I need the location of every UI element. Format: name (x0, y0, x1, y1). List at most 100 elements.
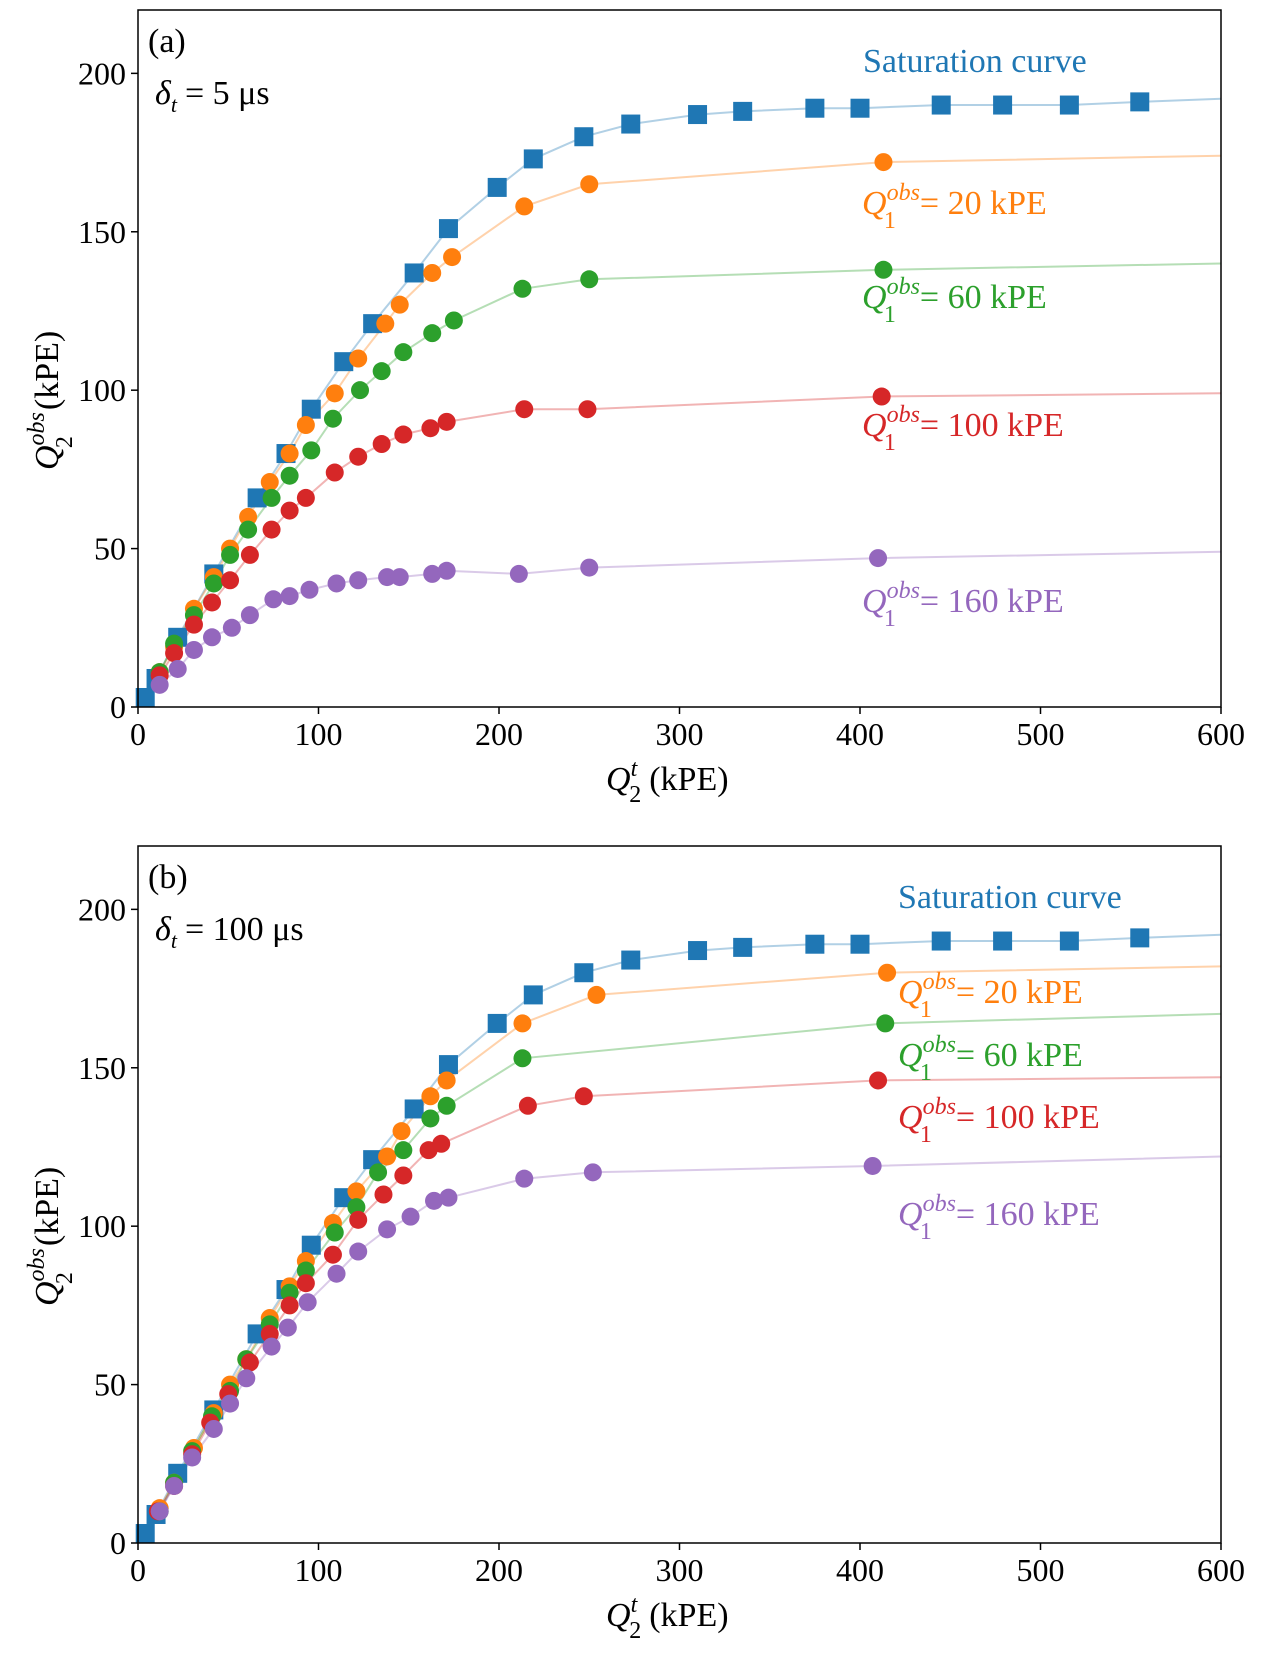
x-axis-label-b: Qt 2 (kPE) (606, 1592, 729, 1644)
data-point-q20 (580, 175, 599, 194)
q160-label-a: Qobs 1 = 160 kPE (862, 578, 1064, 632)
saturation-curve-label-b: Saturation curve (898, 879, 1122, 916)
data-point-q60 (280, 1283, 299, 1302)
data-point-saturation (805, 934, 825, 954)
delta-t-annotation-a: δt = 5 μs (155, 75, 270, 117)
data-point-q60 (369, 1163, 388, 1182)
data-point-saturation (404, 263, 424, 283)
q60-label-a: Qobs 1 = 60 kPE (862, 274, 1047, 328)
q60-label-b: Qobs 1 = 60 kPE (898, 1032, 1083, 1086)
y-tick-label: 200 (78, 891, 126, 927)
data-point-saturation (850, 98, 870, 118)
data-point-saturation (621, 114, 641, 134)
data-point-q160 (264, 590, 283, 609)
data-point-saturation (574, 127, 594, 147)
y-tick-label: 150 (78, 1050, 126, 1086)
data-point-saturation (404, 1099, 424, 1119)
data-point-q100 (296, 488, 315, 507)
data-point-q100 (372, 435, 391, 454)
x-tick-label: 600 (1197, 1552, 1245, 1588)
data-point-q160 (168, 659, 187, 678)
data-point-q60 (874, 260, 893, 279)
data-point-saturation (438, 219, 458, 239)
data-point-q60 (351, 381, 370, 400)
data-point-saturation (247, 1324, 267, 1344)
data-point-q60 (239, 520, 258, 539)
data-point-q160 (298, 1293, 317, 1312)
data-point-q160 (237, 1369, 256, 1388)
data-point-q60 (421, 1109, 440, 1128)
data-point-saturation (931, 95, 951, 115)
data-point-q20 (421, 1087, 440, 1106)
x-axis-label-a: Qt 2 (kPE) (606, 756, 729, 808)
data-point-q160 (222, 618, 241, 637)
data-point-saturation (487, 177, 507, 197)
data-point-q160 (869, 549, 888, 568)
data-point-q20 (325, 384, 344, 403)
data-point-q60 (423, 324, 442, 343)
data-point-q60 (394, 343, 413, 362)
data-point-q160 (423, 564, 442, 583)
data-point-q100 (323, 1245, 342, 1264)
data-point-saturation (993, 95, 1013, 115)
data-point-saturation (1059, 95, 1079, 115)
data-point-saturation (438, 1055, 458, 1075)
data-point-q160 (278, 1318, 297, 1337)
data-point-q60 (372, 362, 391, 381)
x-tick-label: 600 (1197, 716, 1245, 752)
data-point-q100 (437, 412, 456, 431)
data-point-saturation (363, 314, 383, 334)
q20-label-b: Qobs 1 = 20 kPE (898, 969, 1083, 1023)
data-point-q20 (443, 248, 462, 267)
q100-label-b: Qobs 1 = 100 kPE (898, 1094, 1100, 1148)
data-point-q20 (390, 295, 409, 314)
plot-frame (137, 845, 1222, 1544)
data-point-q100 (518, 1096, 537, 1115)
data-point-q20 (874, 153, 893, 172)
data-point-q20 (587, 985, 606, 1004)
data-point-saturation (301, 399, 321, 419)
data-point-q160 (240, 606, 259, 625)
y-axis-label-a: Qobs2(kPE) (24, 331, 78, 470)
data-point-q20 (296, 416, 315, 435)
x-tick-label: 400 (836, 716, 884, 752)
data-point-saturation (688, 941, 708, 961)
y-tick-label: 150 (78, 214, 126, 250)
y-tick-label: 0 (110, 1525, 126, 1561)
data-point-saturation (135, 687, 155, 707)
data-point-saturation (733, 937, 753, 957)
data-point-q160 (583, 1163, 602, 1182)
data-point-q160 (439, 1188, 458, 1207)
data-point-saturation (334, 352, 354, 372)
data-point-q100 (374, 1185, 393, 1204)
data-point-q20 (392, 1122, 411, 1141)
data-point-q20 (260, 473, 279, 492)
data-point-q60 (513, 1049, 532, 1068)
data-point-q100 (280, 501, 299, 520)
data-point-q160 (204, 1419, 223, 1438)
data-point-q160 (150, 675, 169, 694)
data-point-q60 (437, 1096, 456, 1115)
data-point-q100 (872, 387, 891, 406)
data-point-q100 (394, 1166, 413, 1185)
y-tick-label: 50 (94, 531, 126, 567)
x-tick-label: 0 (130, 716, 146, 752)
data-point-q60 (513, 279, 532, 298)
data-point-q60 (204, 574, 223, 593)
data-point-q20 (376, 314, 395, 333)
panel-label-b: (b) (148, 859, 188, 896)
y-axis-label-b: Qobs2(kPE) (24, 1167, 78, 1306)
data-point-saturation (523, 985, 543, 1005)
data-point-saturation (688, 105, 708, 125)
data-point-q100 (432, 1134, 451, 1153)
data-point-saturation (523, 149, 543, 169)
data-point-q160 (183, 1448, 202, 1467)
y-tick-label: 100 (78, 1208, 126, 1244)
y-tick-label: 100 (78, 372, 126, 408)
data-point-q100 (325, 463, 344, 482)
data-point-q20 (347, 1182, 366, 1201)
data-point-q60 (394, 1141, 413, 1160)
data-point-q160 (425, 1191, 444, 1210)
data-point-q60 (876, 1014, 895, 1033)
